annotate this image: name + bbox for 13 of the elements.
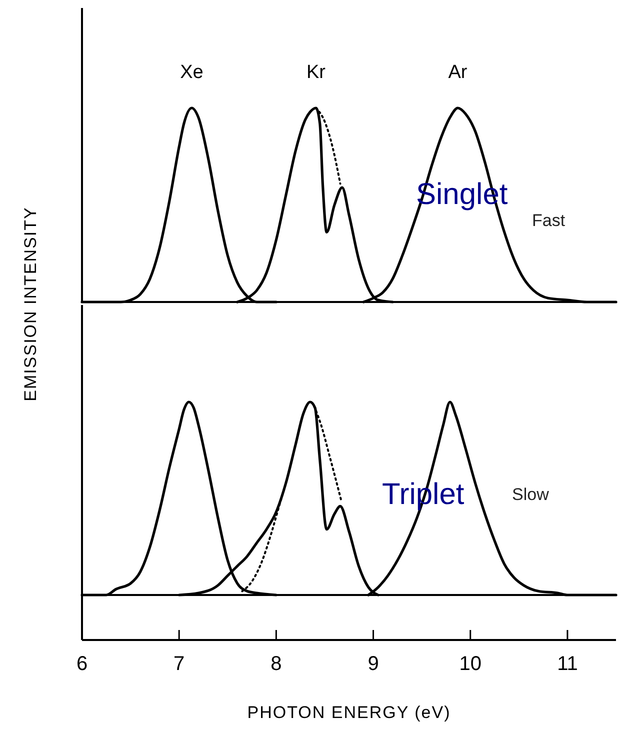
y-axis-title: EMISSION INTENSITY: [21, 206, 40, 402]
annotation: Slow: [512, 485, 550, 504]
series-label: Ar: [448, 62, 468, 83]
x-tick-label: 8: [270, 653, 282, 675]
x-tick-label: 9: [368, 653, 379, 675]
series-label: Kr: [306, 62, 326, 83]
x-tick-label: 6: [76, 653, 88, 675]
x-tick-label: 10: [459, 653, 482, 675]
x-tick-label: 11: [557, 653, 578, 675]
x-tick-label: 7: [174, 653, 185, 675]
annotation: Fast: [532, 211, 566, 230]
series-label: Xe: [180, 62, 204, 83]
x-axis-title: PHOTON ENERGY (eV): [247, 703, 451, 722]
